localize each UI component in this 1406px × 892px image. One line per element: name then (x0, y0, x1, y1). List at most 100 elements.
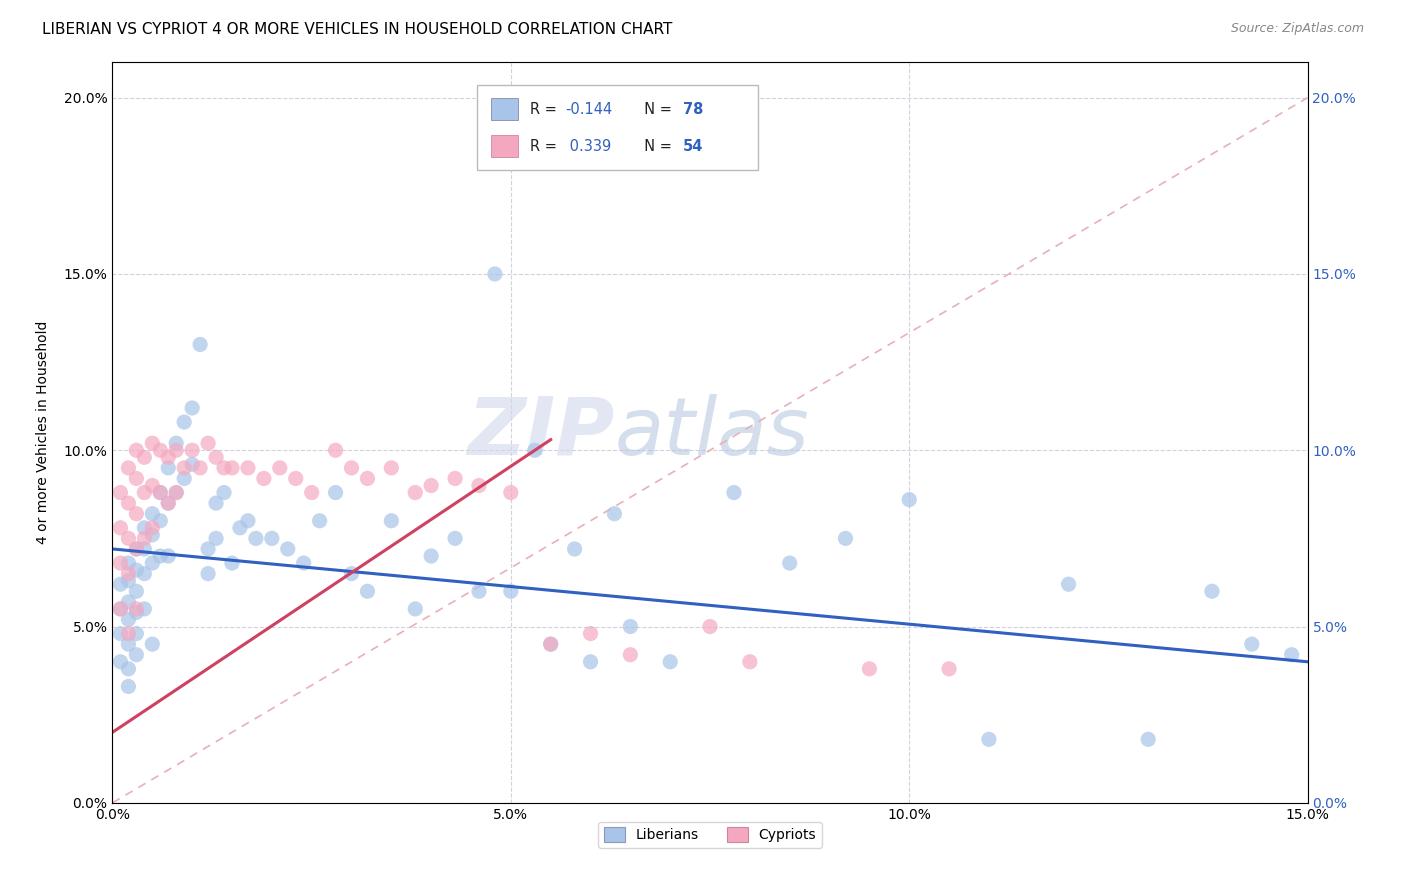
Point (564, 541, 586, 556)
Point (117, 532, 139, 546)
Point (380, 514, 402, 528)
Point (173, 471, 195, 485)
Point (1240, 637, 1263, 651)
Point (125, 541, 148, 556)
Point (523, 443, 546, 458)
Text: 78: 78 (682, 102, 703, 117)
Text: R =: R = (530, 102, 561, 117)
Point (1201, 584, 1223, 599)
Point (236, 514, 259, 528)
Point (157, 450, 180, 465)
Point (245, 532, 267, 546)
Point (110, 602, 132, 616)
Point (301, 485, 323, 500)
Point (149, 443, 172, 458)
Point (205, 496, 228, 510)
Point (110, 577, 132, 591)
Point (260, 532, 283, 546)
Point (117, 574, 139, 588)
Point (340, 461, 363, 475)
Point (723, 485, 745, 500)
Point (292, 556, 315, 570)
Point (188, 337, 211, 351)
Point (157, 549, 180, 563)
Point (269, 461, 291, 475)
Text: LIBERIAN VS CYPRIOT 4 OR MORE VEHICLES IN HOUSEHOLD CORRELATION CHART: LIBERIAN VS CYPRIOT 4 OR MORE VEHICLES I… (42, 22, 672, 37)
Point (308, 514, 330, 528)
Point (253, 471, 276, 485)
Point (468, 478, 491, 492)
Point (181, 401, 204, 415)
Point (659, 655, 682, 669)
Point (579, 655, 602, 669)
Point (149, 549, 172, 563)
Point (149, 485, 172, 500)
Point (141, 637, 163, 651)
Point (380, 461, 402, 475)
Point (834, 532, 856, 546)
Point (356, 471, 378, 485)
Point (149, 485, 172, 500)
Point (165, 436, 187, 450)
Point (898, 492, 921, 507)
Point (540, 637, 562, 651)
Point (1057, 577, 1080, 591)
Text: N =: N = (634, 138, 676, 153)
Point (110, 521, 132, 535)
Point (141, 528, 163, 542)
Point (484, 267, 506, 281)
Point (173, 461, 195, 475)
Point (284, 471, 307, 485)
Point (619, 648, 641, 662)
Text: -0.144: -0.144 (565, 102, 613, 117)
Point (181, 458, 204, 472)
Point (173, 415, 195, 429)
FancyBboxPatch shape (477, 85, 758, 169)
Point (125, 541, 148, 556)
Point (125, 443, 148, 458)
Point (110, 602, 132, 616)
Text: atlas: atlas (614, 393, 810, 472)
Point (404, 602, 426, 616)
Point (117, 496, 139, 510)
Point (404, 485, 426, 500)
Point (125, 626, 148, 640)
Point (110, 655, 132, 669)
Point (165, 485, 187, 500)
Point (110, 556, 132, 570)
Point (125, 602, 148, 616)
Point (420, 549, 443, 563)
Point (499, 485, 522, 500)
Point (277, 541, 299, 556)
Point (149, 514, 172, 528)
Point (141, 436, 163, 450)
Point (110, 485, 132, 500)
Point (205, 532, 228, 546)
Point (468, 584, 491, 599)
Point (444, 532, 467, 546)
Bar (491, 98, 517, 120)
Point (444, 471, 467, 485)
Point (141, 556, 163, 570)
Point (540, 637, 562, 651)
Point (141, 521, 163, 535)
Point (117, 566, 139, 581)
Point (125, 507, 148, 521)
Point (858, 662, 880, 676)
Point (738, 655, 761, 669)
Point (165, 485, 187, 500)
Point (117, 556, 139, 570)
Point (134, 450, 156, 465)
Point (117, 461, 139, 475)
Point (141, 507, 163, 521)
Point (212, 485, 235, 500)
Point (579, 626, 602, 640)
Point (134, 566, 156, 581)
Text: 0.339: 0.339 (565, 138, 612, 153)
Legend: Liberians, Cypriots: Liberians, Cypriots (599, 822, 821, 847)
Point (117, 595, 139, 609)
Point (134, 532, 156, 546)
Text: N =: N = (634, 102, 676, 117)
Point (197, 436, 219, 450)
Point (117, 680, 139, 694)
